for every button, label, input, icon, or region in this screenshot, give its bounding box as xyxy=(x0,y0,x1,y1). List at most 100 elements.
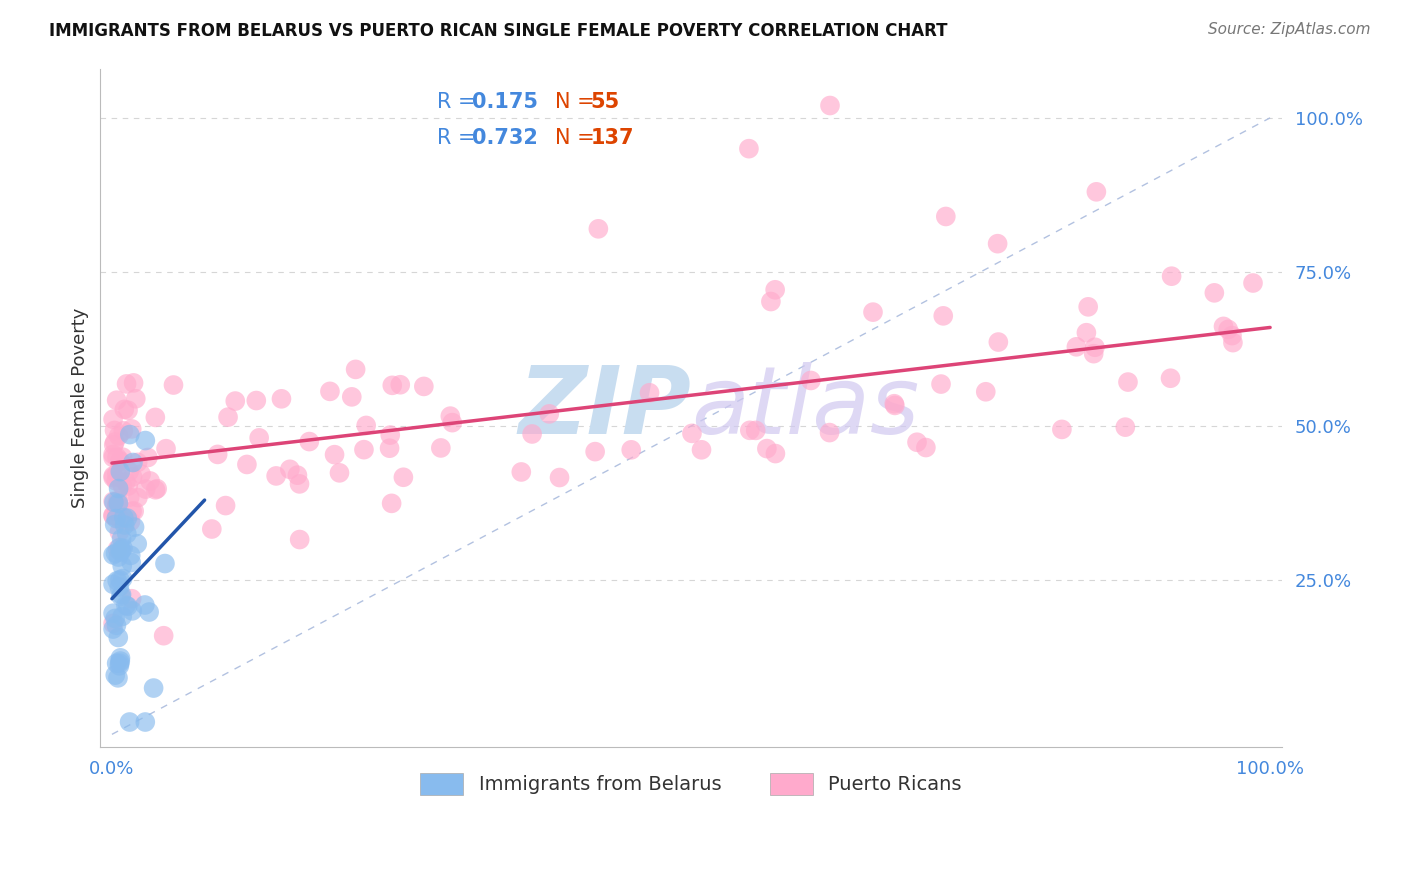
Point xyxy=(134,714,156,729)
Point xyxy=(323,448,346,462)
Point xyxy=(124,520,146,534)
Point xyxy=(110,532,132,546)
Point xyxy=(104,611,127,625)
Point xyxy=(121,422,143,436)
Point xyxy=(1160,371,1182,385)
Point xyxy=(139,474,162,488)
Point xyxy=(121,604,143,618)
Point xyxy=(108,656,131,670)
Point xyxy=(264,469,287,483)
Point xyxy=(1222,335,1244,350)
Point xyxy=(548,470,571,484)
Point xyxy=(763,283,786,297)
Point xyxy=(117,511,139,525)
Text: R =: R = xyxy=(437,92,475,112)
Point xyxy=(118,490,141,504)
Point xyxy=(1050,422,1073,436)
Point xyxy=(108,454,131,468)
Point xyxy=(105,450,128,465)
Point xyxy=(818,425,841,440)
Point xyxy=(111,450,134,465)
Point xyxy=(114,475,136,490)
Point xyxy=(270,392,292,406)
Point xyxy=(146,482,169,496)
Point xyxy=(1241,276,1264,290)
Point xyxy=(1085,185,1108,199)
Point xyxy=(110,651,132,665)
Point xyxy=(319,384,342,399)
Point xyxy=(441,416,464,430)
Point xyxy=(883,399,905,413)
Point xyxy=(122,455,145,469)
Point xyxy=(1116,375,1139,389)
Point xyxy=(862,305,884,319)
Point xyxy=(759,294,782,309)
Point xyxy=(112,510,135,524)
Point xyxy=(935,210,957,224)
Point xyxy=(117,403,139,417)
Point xyxy=(127,491,149,505)
Point xyxy=(101,450,124,465)
Point xyxy=(101,508,124,523)
Point xyxy=(112,402,135,417)
Legend: Immigrants from Belarus, Puerto Ricans: Immigrants from Belarus, Puerto Ricans xyxy=(411,763,972,805)
Point xyxy=(101,577,124,591)
Text: Source: ZipAtlas.com: Source: ZipAtlas.com xyxy=(1208,22,1371,37)
Point xyxy=(101,494,124,508)
Point xyxy=(103,438,125,452)
Point xyxy=(738,142,761,156)
Point xyxy=(111,572,134,586)
Point xyxy=(108,524,131,539)
Point xyxy=(1218,322,1240,336)
Point xyxy=(381,378,404,392)
Point xyxy=(104,668,127,682)
Point xyxy=(153,557,176,571)
Point xyxy=(107,429,129,443)
Point xyxy=(103,424,125,438)
Point xyxy=(105,657,128,671)
Point xyxy=(328,466,350,480)
Point xyxy=(738,423,761,437)
Point xyxy=(111,609,134,624)
Point xyxy=(236,458,259,472)
Point xyxy=(121,504,143,518)
Point xyxy=(105,467,128,481)
Point xyxy=(247,431,270,445)
Point xyxy=(110,465,132,479)
Point xyxy=(105,499,128,513)
Point xyxy=(134,598,156,612)
Text: N =: N = xyxy=(555,128,595,147)
Point xyxy=(245,393,267,408)
Point xyxy=(110,542,132,557)
Point xyxy=(987,236,1010,251)
Point xyxy=(127,455,149,469)
Point xyxy=(620,442,643,457)
Point xyxy=(142,681,165,695)
Point xyxy=(915,441,938,455)
Text: IMMIGRANTS FROM BELARUS VS PUERTO RICAN SINGLE FEMALE POVERTY CORRELATION CHART: IMMIGRANTS FROM BELARUS VS PUERTO RICAN … xyxy=(49,22,948,40)
Text: N =: N = xyxy=(555,92,595,112)
Point xyxy=(105,504,128,518)
Point xyxy=(117,599,139,614)
Point xyxy=(118,465,141,479)
Point xyxy=(278,462,301,476)
Point xyxy=(1084,340,1107,354)
Point xyxy=(744,423,766,437)
Point xyxy=(110,512,132,526)
Point xyxy=(430,441,453,455)
Point xyxy=(392,470,415,484)
Point xyxy=(755,442,778,456)
Point xyxy=(107,631,129,645)
Text: 0.732: 0.732 xyxy=(472,128,538,147)
Point xyxy=(1114,420,1136,434)
Point xyxy=(143,410,166,425)
Point xyxy=(1160,269,1182,284)
Point xyxy=(818,98,841,112)
Point xyxy=(380,428,402,442)
Point xyxy=(162,378,184,392)
Point xyxy=(108,541,131,555)
Point xyxy=(108,454,131,468)
Text: 137: 137 xyxy=(591,128,634,147)
Point xyxy=(115,599,138,613)
Point xyxy=(974,384,997,399)
